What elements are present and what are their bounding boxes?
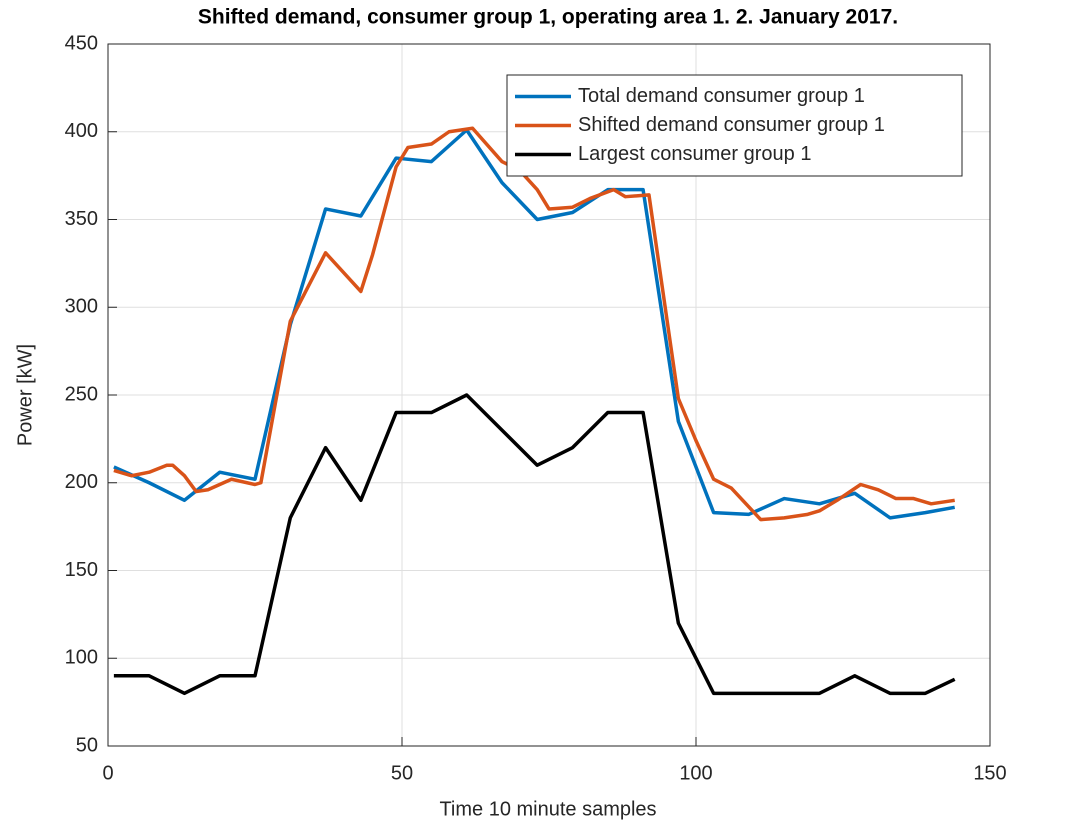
x-tick-label: 50 xyxy=(391,762,413,784)
chart-title: Shifted demand, consumer group 1, operat… xyxy=(198,6,898,29)
y-tick-label: 100 xyxy=(65,647,98,669)
y-tick-label: 300 xyxy=(65,296,98,318)
series-line xyxy=(113,128,956,520)
y-tick-label: 150 xyxy=(65,559,98,581)
x-tick-label: 100 xyxy=(679,762,712,784)
series-line xyxy=(113,126,955,522)
legend-label: Shifted demand consumer group 1 xyxy=(578,114,885,136)
axes-box xyxy=(107,43,991,747)
y-tick-label: 450 xyxy=(65,32,98,54)
x-axis-label: Time 10 minute samples xyxy=(439,798,656,820)
x-tick-label: 150 xyxy=(973,762,1006,784)
y-tick-label: 200 xyxy=(65,471,98,493)
y-tick-label: 50 xyxy=(76,734,98,756)
legend-label: Total demand consumer group 1 xyxy=(578,85,865,107)
y-axis-label: Power [kW] xyxy=(14,344,36,446)
y-tick-label: 350 xyxy=(65,208,98,230)
y-tick-label: 250 xyxy=(65,383,98,405)
series-line xyxy=(113,393,956,696)
y-tick-label: 400 xyxy=(65,120,98,142)
x-tick-label: 0 xyxy=(102,762,113,784)
legend: Total demand consumer group 1 Shifted dem… xyxy=(506,74,963,177)
legend-box xyxy=(506,74,963,177)
legend-label: Largest consumer group 1 xyxy=(578,143,811,165)
